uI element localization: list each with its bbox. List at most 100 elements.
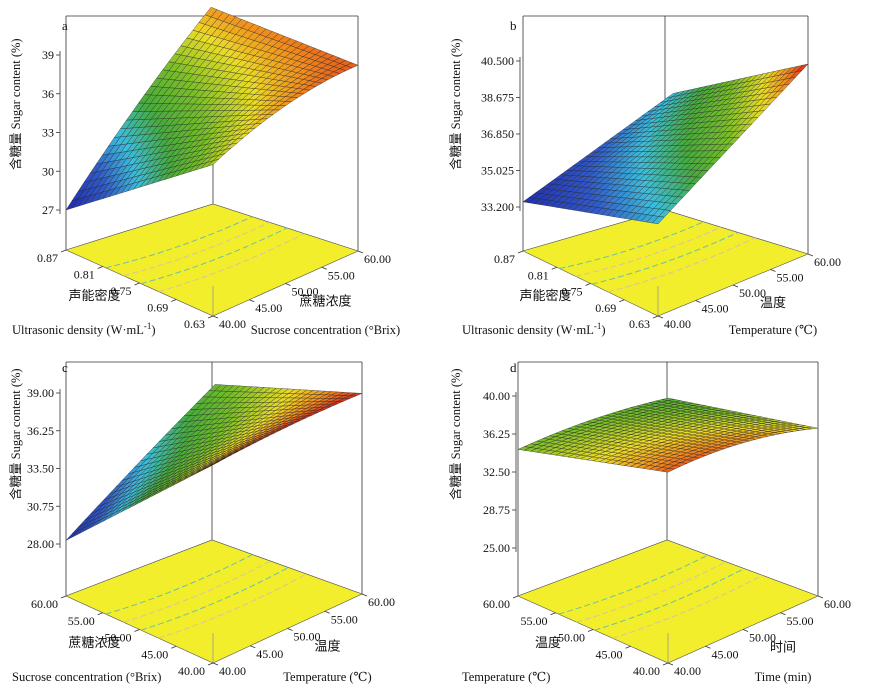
panel-c: 39.00 36.25 33.50 30.75 28.00 含糖量 Sugar conte… (8, 360, 395, 684)
left-axis-label-cn: 蔗糖浓度 (68, 635, 120, 650)
left-axis-tick-label: 55.00 (521, 614, 548, 628)
left-axis-tick-label: 40.00 (178, 664, 205, 678)
left-axis-label-en: Temperature (℃) (462, 670, 550, 684)
left-axis-tick-label: 50.00 (105, 631, 132, 645)
right-axis-tick-label: 60.00 (364, 252, 391, 266)
panel-a: 39 36 33 30 27 含糖量 Sugar content (%) 0.87 0.81 0… (8, 6, 400, 337)
left-axis-label-en: Ultrasonic density (W·mL-1) (12, 321, 156, 337)
z-tick-label: 28.00 (27, 537, 54, 551)
right-axis-tick-label: 50.00 (292, 285, 319, 299)
floor-contour-line (559, 221, 704, 270)
panel-letter: b (510, 18, 517, 33)
left-axis-tick-label: 0.87 (37, 251, 58, 265)
right-axis-tick-label: 40.00 (664, 317, 691, 331)
right-axis-tick (250, 645, 256, 649)
floor-contour-line (612, 574, 763, 639)
floor-contour-line (123, 221, 270, 277)
right-axis-tick-label: 45.00 (255, 301, 282, 315)
right-axis-label-en: Temperature (℃) (729, 323, 817, 337)
z-tick-label: 39.00 (27, 386, 54, 400)
left-axis-tick (171, 299, 177, 302)
left-axis-tick (134, 282, 140, 286)
right-axis-tick (285, 283, 291, 286)
left-axis-tick (97, 612, 103, 616)
right-axis-tick-label: 50.00 (749, 631, 776, 645)
left-axis-tick (585, 283, 591, 286)
z-tick-label: 39 (42, 48, 54, 62)
left-axis-tick (171, 645, 177, 649)
left-axis-tick-label: 45.00 (596, 647, 623, 661)
right-axis-tick (705, 645, 711, 649)
right-axis-tick (361, 593, 368, 597)
z-tick-label: 32.50 (483, 465, 510, 479)
z-tick-label: 33 (42, 126, 54, 140)
left-axis-tick (60, 595, 67, 599)
right-axis-tick (695, 300, 701, 303)
right-axis-tick-label: 40.00 (674, 664, 701, 678)
floor-contour-line (105, 216, 253, 269)
z-tick-label: 25.00 (483, 541, 510, 555)
panel-letter: a (62, 18, 68, 33)
z-axis-label: 含糖量 Sugar content (%) (448, 368, 463, 500)
left-axis-tick (550, 612, 556, 616)
left-axis-tick (512, 595, 519, 599)
left-axis-label-cn: 声能密度 (68, 288, 120, 303)
right-axis-tick-label: 45.00 (702, 302, 729, 316)
right-axis-tick (780, 612, 786, 616)
panel-letter: c (62, 360, 68, 375)
left-axis-tick-label: 60.00 (31, 597, 58, 611)
floor-contour-line (576, 561, 727, 623)
left-axis-tick-label: 55.00 (68, 614, 95, 628)
response-surface (65, 384, 363, 541)
right-axis-label-en: Temperature (℃) (283, 670, 371, 684)
left-axis-tick-label: 60.00 (483, 597, 510, 611)
left-axis-tick-label: 0.81 (74, 268, 95, 282)
right-axis-label-cn: 蔗糖浓度 (299, 294, 351, 309)
right-axis-tick-label: 40.00 (219, 664, 246, 678)
right-axis-tick-label: 55.00 (777, 271, 804, 285)
z-axis-label: 含糖量 Sugar content (%) (448, 38, 463, 170)
left-axis-tick (517, 250, 524, 254)
left-axis-tick (207, 662, 214, 666)
right-axis-label-en: Sucrose concentration (°Brix) (251, 323, 400, 337)
right-axis-tick (212, 315, 219, 319)
floor-contour-line (575, 226, 721, 277)
response-surface (522, 63, 809, 225)
floor-contour-line (158, 233, 305, 293)
response-surface (517, 397, 819, 473)
surface-cell (65, 198, 79, 211)
right-axis-tick (742, 629, 749, 632)
right-axis-tick (287, 628, 293, 631)
left-axis-tick-label: 40.00 (633, 664, 660, 678)
right-axis-tick (657, 315, 664, 319)
z-tick-label: 30.75 (27, 499, 54, 513)
left-axis-tick-label: 0.69 (147, 301, 168, 315)
z-tick-label: 35.025 (481, 164, 514, 178)
right-axis-tick-label: 50.00 (294, 630, 321, 644)
floor-contour-line (140, 227, 288, 285)
z-tick-label: 36 (42, 87, 54, 101)
right-axis-tick-label: 60.00 (814, 255, 841, 269)
left-axis-tick-label: 0.63 (184, 317, 205, 331)
right-axis-label-cn: 时间 (770, 640, 796, 655)
left-axis-tick (619, 299, 625, 303)
left-axis-tick (551, 266, 557, 270)
z-tick-label: 36.25 (27, 424, 54, 438)
surface-cell (65, 530, 79, 541)
surface-cell (652, 216, 665, 225)
z-tick-label: 36.25 (483, 427, 510, 441)
z-tick-label: 30 (42, 164, 54, 178)
left-axis-tick-label: 0.69 (595, 301, 616, 315)
left-axis-tick (97, 266, 103, 269)
left-axis-tick-label: 0.81 (528, 268, 549, 282)
right-axis-tick-label: 55.00 (787, 614, 814, 628)
floor-contour-line (123, 560, 271, 623)
right-axis-tick-label: 45.00 (256, 647, 283, 661)
z-tick-label: 28.75 (483, 503, 510, 517)
floor-contour-line (591, 231, 739, 285)
right-axis-tick (249, 299, 255, 303)
left-axis-tick-label: 50.00 (558, 631, 585, 645)
right-axis-label-cn: 温度 (314, 639, 340, 654)
z-tick-label: 33.50 (27, 462, 54, 476)
